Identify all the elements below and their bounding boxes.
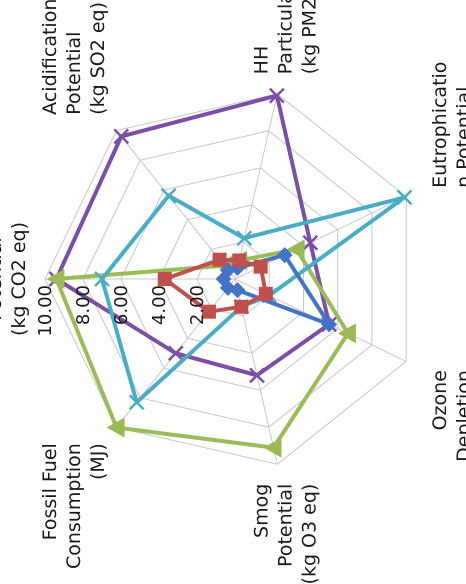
diamond-marker <box>276 247 293 264</box>
x-marker <box>236 230 253 247</box>
grid-ring <box>44 93 407 465</box>
axis-label-line: Potential <box>0 237 6 320</box>
grid-ring <box>120 167 339 391</box>
axis-label-line: (MJ) <box>87 443 109 480</box>
x-marker <box>167 345 184 362</box>
x-marker <box>268 87 285 104</box>
grid-ring <box>82 130 373 428</box>
square-marker <box>157 272 172 286</box>
tick-label: 10.00 <box>35 285 56 337</box>
series-2 <box>46 239 356 458</box>
square-marker <box>234 299 249 314</box>
axis-label-line: Particulate <box>275 0 297 74</box>
square-marker <box>258 286 273 301</box>
radar-grid <box>44 93 407 465</box>
radial-tick-labels: 2.00 4.00 6.00 8.00 10.00 <box>35 285 208 337</box>
diamond-marker <box>321 316 338 333</box>
x-marker <box>128 394 145 411</box>
axis-label-line: Acidification <box>39 0 61 115</box>
triangle-marker <box>106 417 125 438</box>
x-marker <box>94 271 110 287</box>
tick-label: 6.00 <box>111 285 132 325</box>
square-marker <box>201 304 216 319</box>
series-5 <box>157 252 273 319</box>
x-marker <box>302 234 319 251</box>
axis-label-line: Ozone <box>429 370 451 430</box>
x-marker <box>396 189 413 206</box>
triangle-marker <box>337 323 356 344</box>
tick-label: 2.00 <box>187 285 208 325</box>
axis-label-line: (kg SO2 eq) <box>87 2 109 115</box>
triangle-marker <box>46 269 65 289</box>
axis-label-line: Potential <box>275 484 297 567</box>
axis-label: Fossil Fuel Consumption (MJ) <box>39 443 109 569</box>
square-marker <box>212 252 227 267</box>
axis-label-line: Potential <box>63 32 85 115</box>
series-line <box>54 93 332 378</box>
square-marker <box>253 259 268 274</box>
axis-label-line: Fossil Fuel <box>39 443 61 540</box>
series-line <box>100 193 407 405</box>
axis-label: Acidification Potential (kg SO2 eq) <box>39 0 109 115</box>
x-marker <box>160 187 177 204</box>
triangle-marker <box>286 239 305 260</box>
axis-label-line: (kg O3 eq) <box>299 484 321 584</box>
axis-label: OzoneDepletionPotential(kg CFC-11... <box>429 370 466 493</box>
axis-label-line: (kg CO2 eq) <box>8 222 30 336</box>
axis-label-line: Smog <box>251 484 273 538</box>
square-marker <box>232 253 247 268</box>
x-marker <box>113 128 130 145</box>
axis-label-line: HH <box>251 46 273 75</box>
axis-label-line: n Potential <box>453 87 466 188</box>
grid-ring <box>158 204 304 354</box>
axis-spoke <box>234 93 278 280</box>
axis-label: GlobalWarmingPotential(kg CO2 eq) <box>0 222 30 336</box>
axis-label: Smog Potential (kg O3 eq) <box>251 484 321 584</box>
axis-label-line: Consumption <box>63 443 85 569</box>
axis-label-line: Eutrophicatio <box>429 62 451 188</box>
tick-label: 4.00 <box>149 285 170 325</box>
triangle-marker <box>263 437 282 458</box>
axis-label-line: (kg PM2.5 eq) <box>299 0 321 74</box>
radar-series-group <box>46 87 413 458</box>
series-1 <box>48 87 338 384</box>
tick-label: 8.00 <box>73 285 94 325</box>
diamond-marker <box>219 279 236 296</box>
axis-label: HH Particulate (kg PM2.5 eq) <box>251 0 321 74</box>
x-marker <box>249 367 265 384</box>
axis-label-line: Depletion <box>453 370 466 462</box>
axis-label: Eutrophication Potential(kg N eq) <box>429 62 466 188</box>
